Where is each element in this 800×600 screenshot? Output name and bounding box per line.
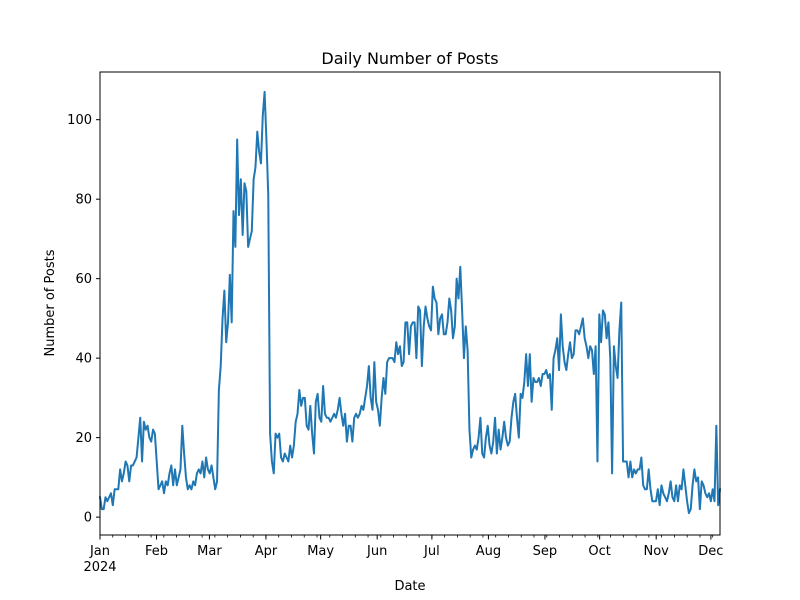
x-tick-label: Jan (89, 544, 110, 559)
y-tick-label: 80 (75, 193, 92, 208)
y-axis-label: Number of Posts (43, 249, 58, 356)
x-tick-label: Apr (255, 544, 278, 559)
x-tick-label: Aug (476, 544, 501, 559)
y-tick-label: 0 (84, 511, 92, 526)
x-tick-label: Jun (366, 544, 387, 559)
y-tick-label: 60 (75, 272, 92, 287)
plot-frame (99, 71, 721, 536)
y-tick-label: 40 (75, 352, 92, 367)
x-axis-label: Date (394, 579, 425, 594)
chart-title: Daily Number of Posts (321, 49, 498, 68)
x-tick-label: Sep (533, 544, 558, 559)
series-line-0 (98, 90, 722, 515)
x-tick-label: Mar (197, 544, 222, 559)
x-tick-sublabel: 2024 (83, 560, 116, 575)
x-tick-label: Jul (423, 544, 440, 559)
x-tick-label: Feb (145, 544, 168, 559)
y-tick-label: 100 (67, 113, 92, 128)
x-tick-label: Dec (698, 544, 723, 559)
y-axis: 0 20 40 60 80 100 (67, 113, 100, 526)
x-tick-label: May (307, 544, 334, 559)
x-tick-label: Oct (588, 544, 610, 559)
plot-area (98, 71, 722, 536)
x-tick-label: Nov (643, 544, 669, 559)
y-tick-label: 20 (75, 431, 92, 446)
